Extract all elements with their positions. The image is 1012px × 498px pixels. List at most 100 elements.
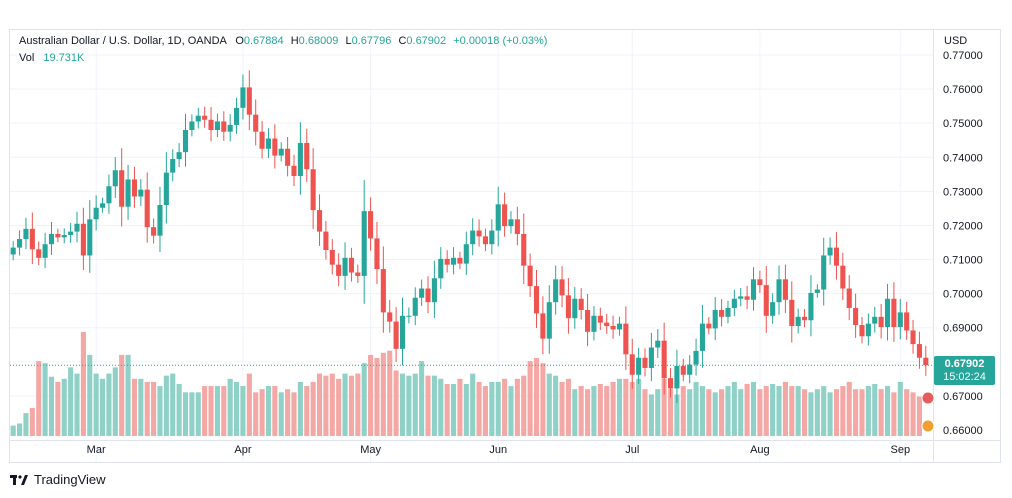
volume-bar — [368, 354, 374, 436]
candle-body — [693, 350, 699, 365]
brand-logo[interactable]: TradingView — [10, 472, 106, 487]
candle-body — [572, 298, 578, 319]
volume-bar — [380, 352, 386, 436]
candle-body — [182, 130, 189, 153]
volume-bar — [399, 373, 406, 436]
candle-body — [42, 244, 48, 258]
volume-bar — [138, 378, 144, 436]
volume-bar — [253, 392, 259, 436]
volume-bar — [610, 381, 616, 436]
candle-body — [23, 228, 29, 240]
volume-bar — [476, 381, 482, 436]
volume-bar — [304, 386, 310, 436]
volume-bar — [61, 378, 67, 436]
candle-body — [853, 307, 859, 325]
volume-bar — [878, 389, 884, 436]
volume-bar — [412, 373, 418, 436]
candle-body — [680, 365, 686, 375]
volume-bar — [214, 386, 220, 436]
candle-body — [744, 296, 750, 300]
last-price-tag: 0.67902 15:02:24 — [934, 356, 995, 385]
event-flag-icon — [921, 391, 935, 405]
candle-body — [265, 138, 272, 149]
candle-body — [508, 219, 514, 227]
candle-body — [240, 87, 246, 108]
volume-bar — [680, 386, 686, 436]
legend-symbol: Australian Dollar / U.S. Dollar, 1D, OAN… — [19, 35, 227, 47]
volume-bar — [131, 378, 138, 436]
volume-bar — [55, 381, 61, 436]
candle-body — [916, 344, 922, 358]
volume-bar — [125, 354, 131, 436]
volume-bar — [770, 384, 776, 436]
y-tick-label: 0.72000 — [943, 220, 983, 232]
volume-bar — [757, 389, 763, 436]
volume-bar — [112, 367, 118, 436]
volume-bar — [712, 392, 718, 436]
volume-bar — [151, 381, 157, 436]
volume-bar — [667, 389, 674, 436]
candle-body — [253, 114, 259, 132]
candle-body — [546, 302, 552, 339]
volume-value: 19.731K — [43, 52, 85, 64]
legend-open-label: O — [235, 35, 244, 47]
volume-bar — [234, 381, 240, 436]
candle-body — [738, 296, 744, 299]
candle-body — [604, 322, 610, 327]
candle-body — [814, 289, 820, 293]
candle-body — [667, 378, 674, 389]
candle-body — [719, 310, 725, 317]
candle-body — [763, 285, 769, 316]
x-tick-label: Sep — [890, 444, 910, 456]
brand-name: TradingView — [34, 472, 106, 487]
candle-body — [616, 323, 623, 330]
volume-bar — [450, 384, 457, 436]
candle-body — [131, 179, 138, 197]
chart-frame[interactable] — [9, 29, 1001, 463]
candle-body — [112, 170, 118, 187]
candle-body — [859, 325, 865, 337]
event-flag-icon — [921, 419, 935, 433]
candle-body — [348, 257, 354, 273]
candle-body — [444, 258, 450, 265]
candle-body — [476, 230, 482, 237]
volume-bar — [406, 375, 412, 436]
legend-high-label: H — [290, 35, 299, 47]
volume-bar — [259, 389, 265, 436]
volume-bar — [157, 386, 163, 436]
candle-body — [342, 257, 348, 276]
y-tick-label: 0.74000 — [943, 152, 983, 164]
volume-bar — [553, 375, 559, 436]
volume-bar — [776, 386, 782, 436]
volume-bar — [674, 394, 680, 436]
candle-body — [144, 189, 150, 228]
legend-high-value: 0.68009 — [298, 35, 339, 47]
candle-body — [208, 119, 214, 130]
volume-bar — [808, 392, 814, 436]
volume-bar — [495, 381, 501, 436]
candle-body — [661, 340, 667, 379]
volume-bar — [176, 384, 182, 436]
candle-body — [374, 238, 380, 270]
volume-bar — [374, 358, 380, 436]
candle-body — [463, 244, 469, 264]
candle-body — [189, 121, 195, 130]
volume-bar — [636, 378, 642, 436]
volume-bar — [642, 389, 648, 436]
candle-body — [163, 172, 169, 205]
volume-bar — [623, 378, 629, 436]
candle-body — [776, 279, 782, 303]
volume-bar — [585, 389, 591, 436]
volume-bar — [29, 407, 35, 436]
candle-body — [878, 316, 884, 328]
legend-close-label: C — [398, 35, 407, 47]
candle-body — [246, 87, 252, 115]
candle-body — [642, 357, 648, 368]
volume-bar — [393, 370, 399, 436]
volume-bar — [750, 381, 757, 436]
candle-body — [336, 264, 342, 276]
volume-bar — [616, 378, 623, 436]
candle-body — [272, 138, 278, 156]
candle-body — [221, 121, 227, 132]
